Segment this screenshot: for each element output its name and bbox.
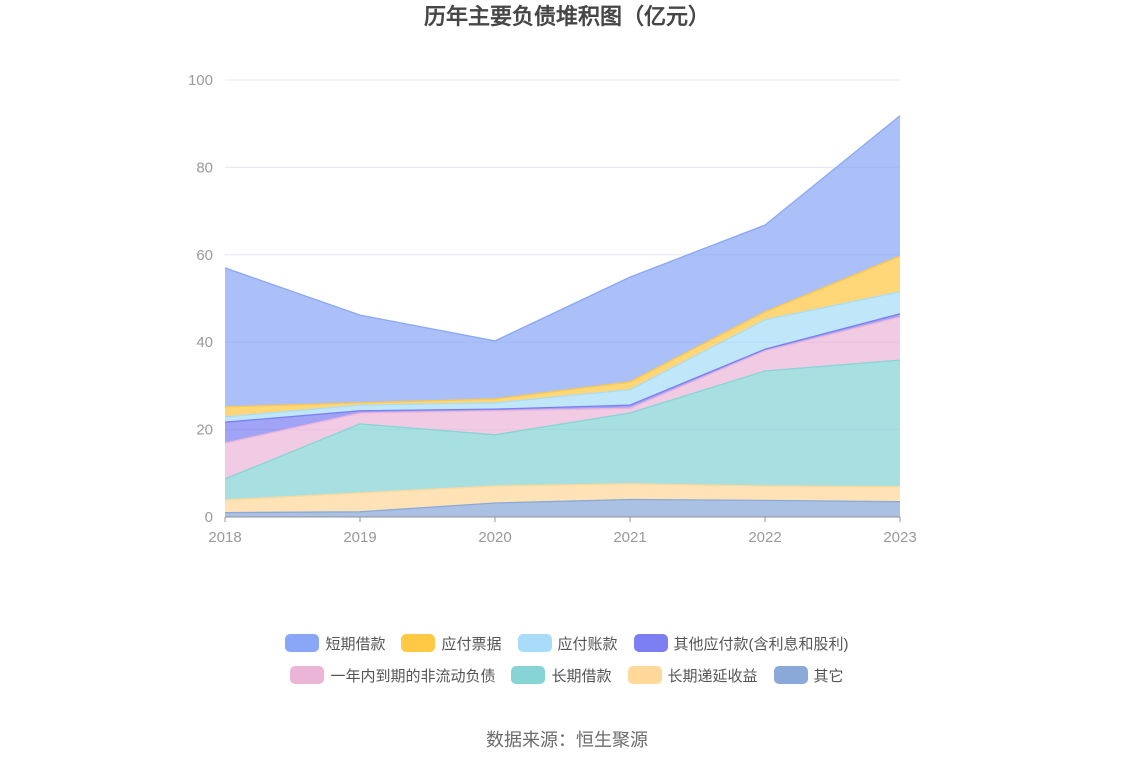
legend-item-notes-payable[interactable]: 应付票据 [401, 633, 502, 654]
series-line-4 [224, 316, 901, 444]
area-series-6[interactable] [225, 483, 900, 513]
legend-swatch [401, 634, 436, 652]
x-tick-label: 2023 [883, 529, 916, 546]
y-tick-label: 40 [196, 334, 213, 351]
legend-swatch [633, 634, 668, 652]
legend-item-long-term-borrowing[interactable]: 长期借款 [511, 665, 612, 686]
legend-item-other-payables[interactable]: 其他应付款(含利息和股利) [633, 633, 849, 654]
y-tick-label: 80 [196, 159, 213, 176]
legend-item-short-term-borrowing[interactable]: 短期借款 [285, 633, 385, 654]
area-layer [225, 115, 900, 518]
area-series-5[interactable] [225, 360, 900, 500]
legend-item-accounts-payable[interactable]: 应付账款 [517, 633, 618, 654]
y-tick-label: 20 [196, 422, 213, 439]
legend-item-deferred-income[interactable]: 长期递延收益 [627, 665, 758, 686]
legend-label: 长期递延收益 [667, 667, 758, 685]
area-series-7[interactable] [225, 499, 900, 518]
legend: 短期借款 应付票据 应付账款 其他应付款(含利息和股利) 一年内到期的非流动负债… [0, 632, 1134, 696]
legend-label: 应付账款 [557, 635, 618, 653]
area-series-0[interactable] [225, 115, 900, 407]
series-line-0 [224, 115, 901, 342]
legend-label: 其他应付款(含利息和股利) [673, 635, 849, 653]
series-line-3 [224, 313, 901, 423]
legend-row-1: 短期借款 应付票据 应付账款 其他应付款(含利息和股利) [0, 632, 1134, 654]
legend-swatch [285, 634, 320, 652]
legend-swatch [773, 666, 808, 684]
legend-label: 一年内到期的非流动负债 [330, 667, 496, 685]
y-tick-label: 60 [196, 247, 213, 264]
legend-swatch [511, 666, 546, 684]
series-line-1 [224, 255, 901, 408]
legend-label: 应付票据 [441, 635, 502, 653]
legend-item-others[interactable]: 其它 [773, 665, 844, 686]
chart-title: 历年主要负债堆积图（亿元） [423, 4, 710, 29]
legend-label: 短期借款 [325, 635, 386, 653]
x-tick-label: 2018 [208, 529, 241, 546]
stacked-area-chart: 0 20 40 60 80 100 2018 2019 2020 2021 2022 2023 [188, 72, 917, 546]
legend-swatch [290, 666, 325, 684]
legend-swatch [517, 634, 552, 652]
legend-item-current-portion-noncurrent[interactable]: 一年内到期的非流动负债 [290, 665, 495, 686]
line-layer [224, 115, 901, 514]
y-tick-label: 100 [188, 72, 213, 89]
x-tick-label: 2022 [748, 529, 781, 546]
series-line-7 [224, 498, 901, 514]
series-line-6 [224, 483, 901, 501]
series-line-5 [224, 359, 901, 480]
legend-row-2: 一年内到期的非流动负债 长期借款 长期递延收益 其它 [0, 664, 1134, 686]
legend-label: 长期借款 [551, 667, 612, 685]
data-source-note: 数据来源：恒生聚源 [486, 730, 648, 750]
series-line-2 [224, 291, 901, 418]
x-tick-label: 2021 [613, 529, 646, 546]
x-tick-label: 2019 [343, 529, 376, 546]
x-tick-label: 2020 [478, 529, 511, 546]
legend-swatch [627, 666, 662, 684]
legend-label: 其它 [813, 667, 844, 685]
y-tick-label: 0 [205, 509, 213, 526]
